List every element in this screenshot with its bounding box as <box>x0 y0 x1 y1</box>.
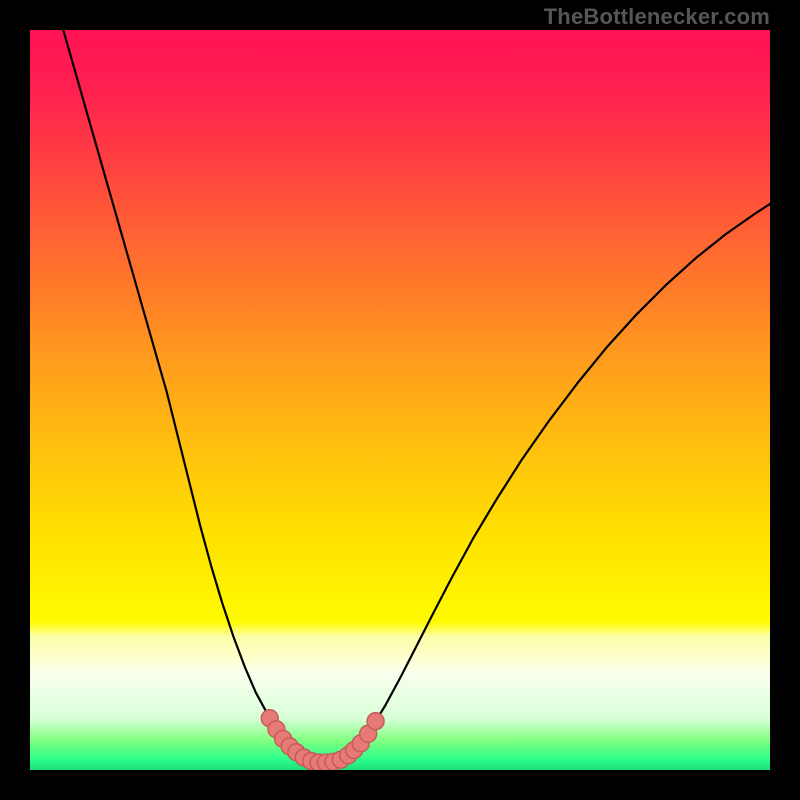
watermark-text: TheBottlenecker.com <box>544 4 770 30</box>
marker-dot <box>367 713 384 730</box>
chart-root: TheBottlenecker.com <box>0 0 800 800</box>
chart-svg <box>30 30 770 770</box>
chart-background <box>30 30 770 770</box>
plot-area <box>30 30 770 770</box>
